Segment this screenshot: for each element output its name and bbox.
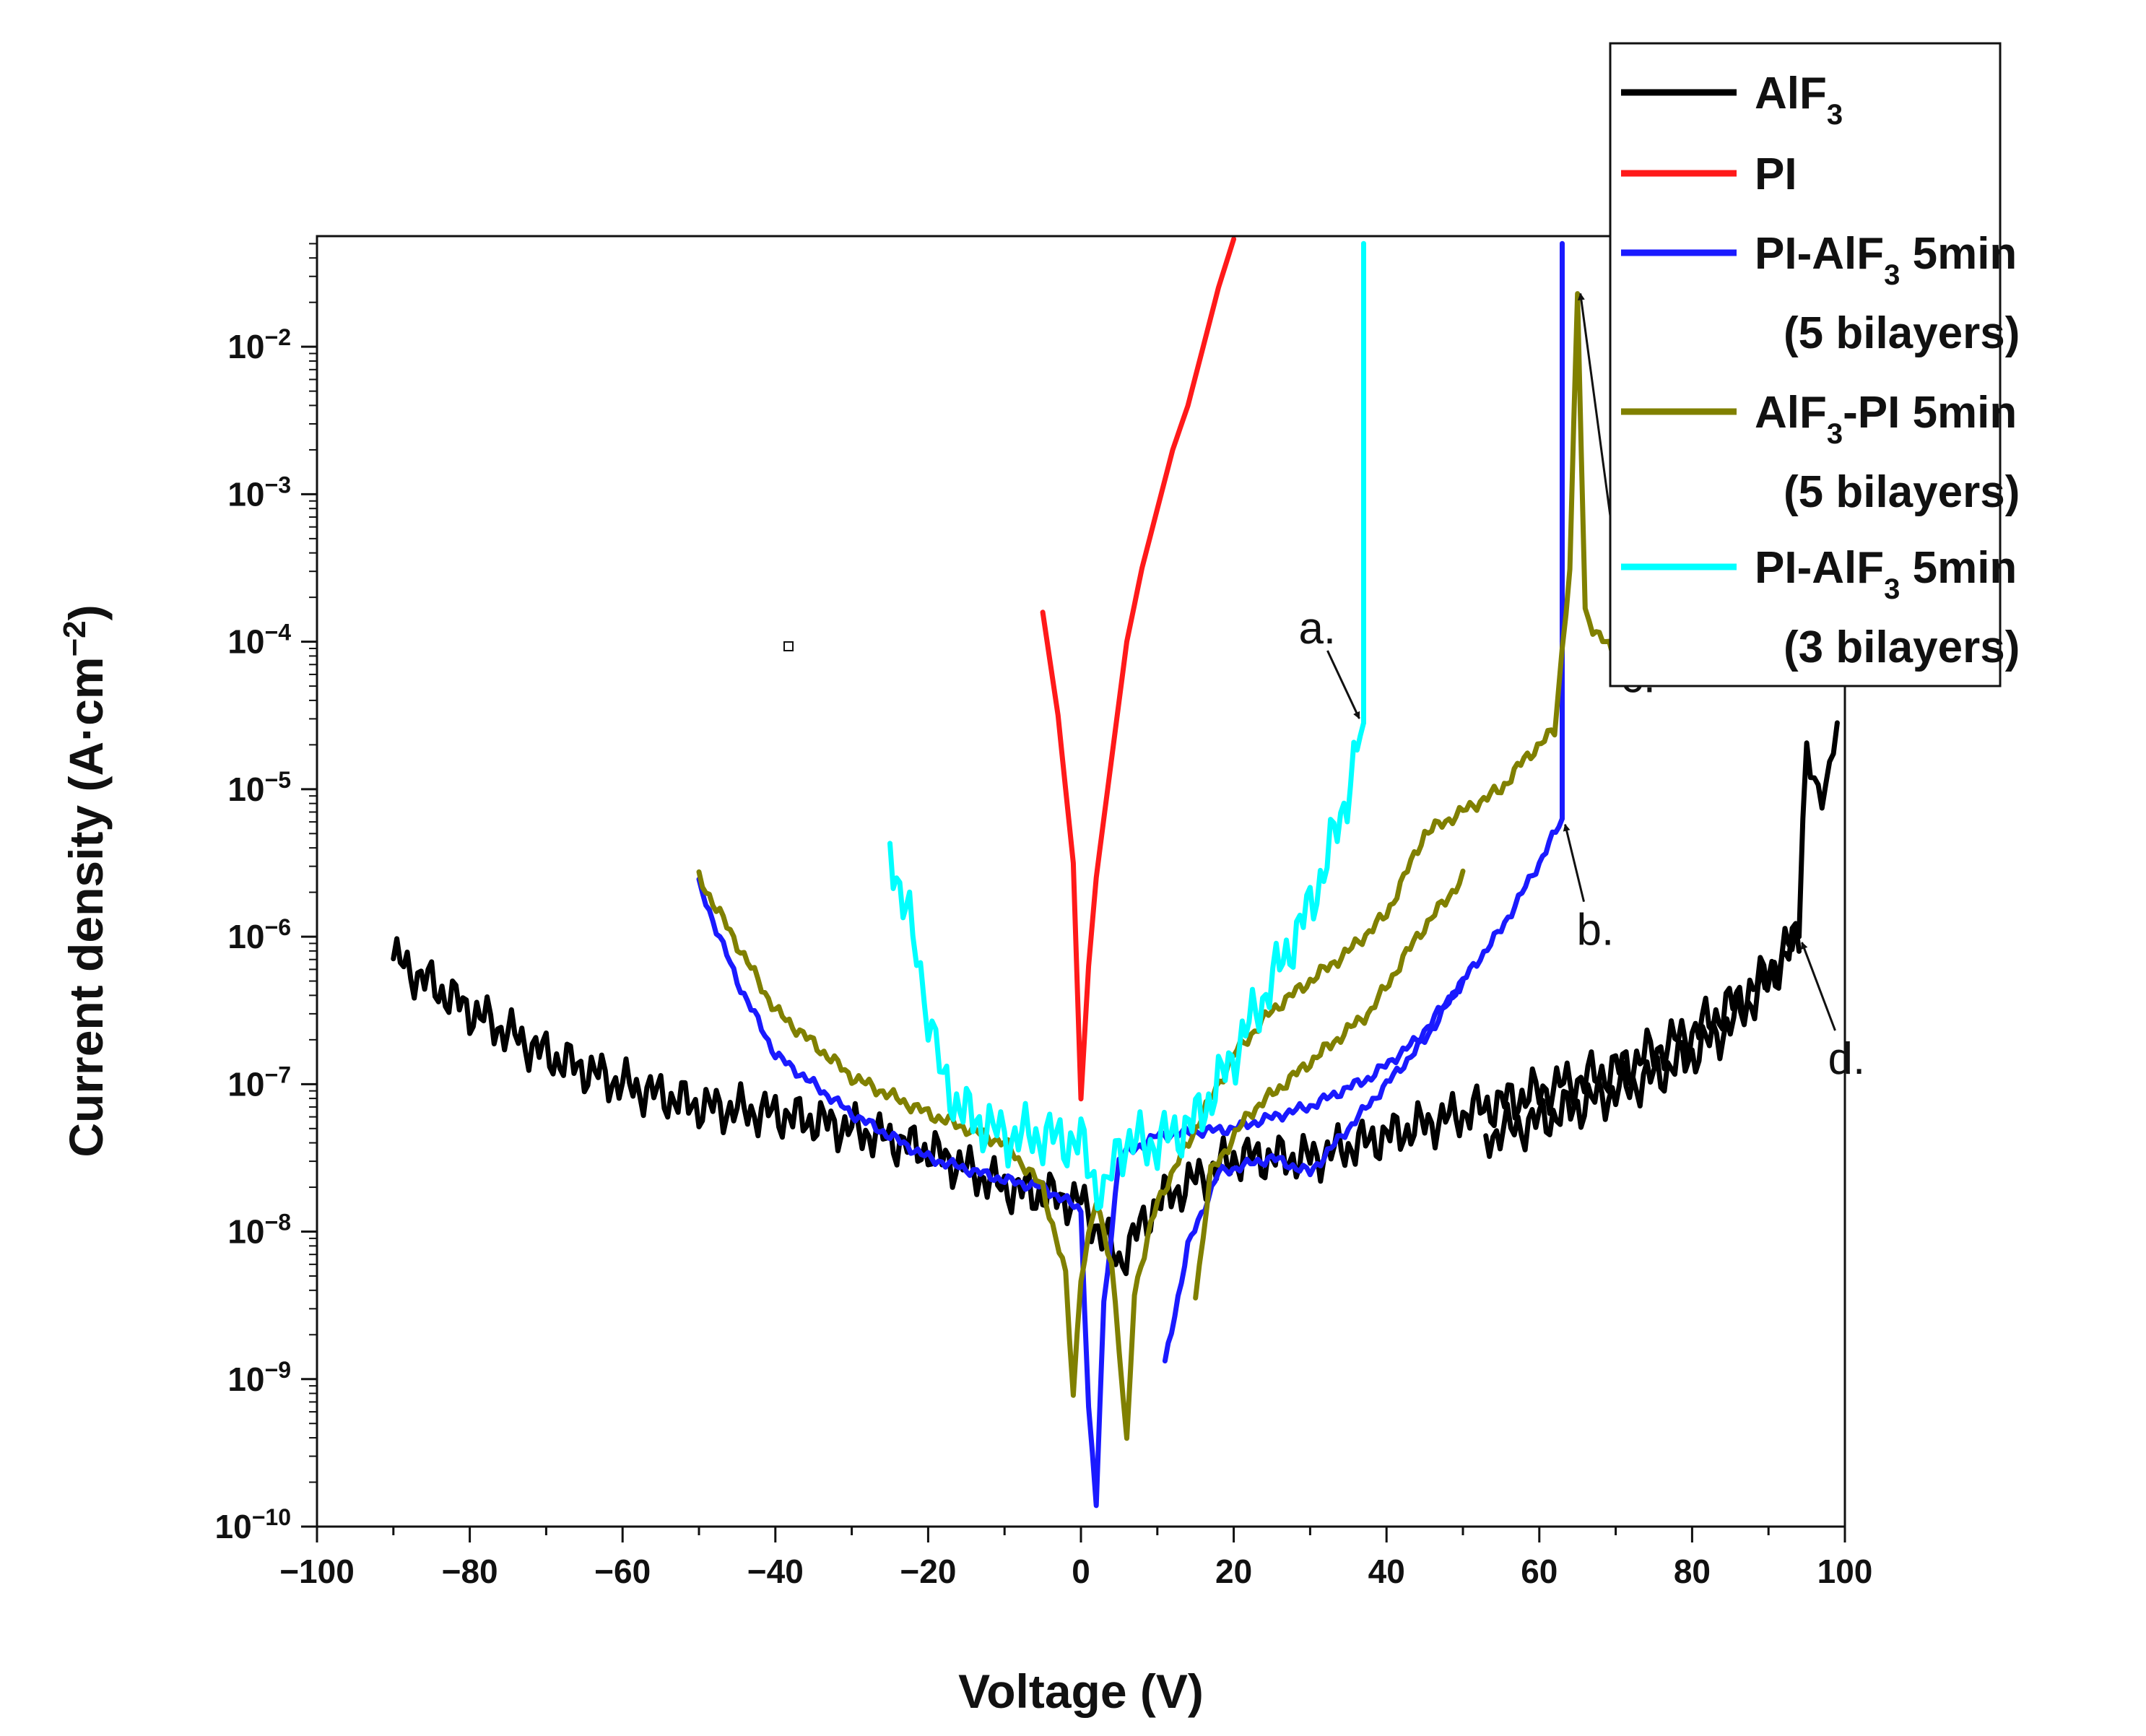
y-tick-exponent: −10 (252, 1504, 291, 1530)
x-tick-label: 20 (1215, 1553, 1252, 1590)
y-axis-title-base: Current density (A·cm (59, 657, 113, 1158)
series-line-alf3_pi_5 (1193, 868, 1466, 1301)
y-tick-base: 10 (227, 918, 264, 955)
y-tick-exponent: −2 (265, 324, 291, 350)
series-line-alf3_pi_5 (696, 291, 1619, 1441)
x-tick-label: 60 (1521, 1553, 1558, 1590)
x-tick-label: −40 (747, 1553, 804, 1590)
series-pi_alf3_5 (696, 240, 1565, 1509)
x-tick-label: 100 (1817, 1553, 1873, 1590)
y-tick-base: 10 (227, 771, 264, 808)
legend-item-alf3: AlF3 (1621, 69, 1843, 131)
legend-label-line2: (5 bilayers) (1784, 467, 2020, 517)
y-tick-base: 10 (227, 1213, 264, 1251)
y-axis-title: Current density (A·cm−2) (57, 604, 113, 1157)
annotation-b: b. (1563, 823, 1615, 955)
series-pi (1040, 236, 1237, 1102)
legend-label: PI-AlF3 5min (1755, 229, 2017, 291)
x-tick-label: −60 (594, 1553, 651, 1590)
legend-box (1609, 42, 2002, 687)
legend-label-main: PI-AlF (1755, 229, 1884, 279)
x-tick-label: 40 (1368, 1553, 1405, 1590)
legend-label-main: AlF (1755, 388, 1827, 438)
legend-label-line2: (5 bilayers) (1784, 308, 2020, 358)
legend-item-pi: PI (1621, 149, 1797, 199)
y-tick-base: 10 (227, 475, 264, 513)
y-tick-label: 10−6 (227, 914, 291, 955)
legend-label-rest: 5min (1900, 543, 2017, 593)
y-tick-label: 10−8 (227, 1210, 291, 1251)
y-axis-title-end: ) (59, 604, 113, 620)
series-line-alf3 (1483, 921, 1802, 1159)
series-line-pi_alf3_3 (887, 720, 1366, 1212)
y-tick-exponent: −3 (265, 472, 291, 498)
x-axis-title: Voltage (V) (958, 1665, 1204, 1718)
series-alf3 (391, 720, 1840, 1277)
y-tick-label: 10−10 (215, 1504, 291, 1545)
y-tick-label: 10−2 (227, 324, 291, 365)
x-tick-label: 80 (1674, 1553, 1711, 1590)
legend-label-main: PI (1755, 149, 1797, 199)
y-tick-exponent: −7 (265, 1062, 291, 1088)
y-tick-exponent: −9 (265, 1357, 291, 1383)
annotation-label: b. (1577, 906, 1615, 955)
y-tick-label: 10−7 (227, 1062, 291, 1103)
legend-label-sub: 3 (1884, 573, 1900, 605)
legend-item-alf3_pi_5: AlF3-PI 5min (5 bilayers) (1621, 388, 2020, 517)
y-tick-label: 10−5 (227, 767, 291, 808)
y-tick-base: 10 (227, 328, 264, 365)
annotation-arrow (1563, 823, 1585, 903)
y-tick-label: 10−9 (227, 1357, 291, 1398)
legend-label-main: AlF (1755, 69, 1827, 118)
series-pi_alf3_3 (887, 240, 1366, 1212)
annotation-label: a. (1298, 604, 1336, 654)
series-line-alf3 (1797, 720, 1840, 939)
legend-label-sub: 3 (1827, 418, 1843, 450)
y-axis-title-sup: −2 (57, 620, 92, 656)
y-tick-base: 10 (227, 1065, 264, 1103)
legend-label: AlF3-PI 5min (1755, 388, 2017, 450)
y-tick-label: 10−4 (227, 620, 291, 661)
legend-item-pi_alf3_3: PI-AlF3 5min (3 bilayers) (1621, 543, 2020, 672)
series-line-alf3 (391, 924, 1802, 1277)
y-tick-exponent: −4 (265, 620, 292, 646)
y-tick-base: 10 (215, 1508, 252, 1545)
x-tick-label: 0 (1072, 1553, 1090, 1590)
x-axis: −100 −80 −60 −40 −20 0 20 40 60 80 100 (279, 1527, 1872, 1590)
y-tick-label: 10−3 (227, 472, 291, 513)
series-line-pi (1040, 236, 1237, 1102)
legend-label-sub: 3 (1827, 99, 1843, 131)
stray-marker (783, 641, 794, 651)
y-tick-exponent: −6 (265, 914, 291, 940)
series-line-pi_alf3_5 (1162, 978, 1466, 1364)
legend-label-sub: 3 (1884, 259, 1900, 291)
annotation-arrow (1801, 942, 1836, 1031)
x-tick-label: −80 (442, 1553, 498, 1590)
legend-label-line2: (3 bilayers) (1784, 622, 2020, 672)
series-alf3_pi_5 (696, 291, 1619, 1441)
annotation-arrow (1326, 650, 1360, 719)
y-tick-base: 10 (227, 623, 264, 661)
annotation-a: a. (1298, 604, 1360, 719)
x-tick-label: −20 (900, 1553, 956, 1590)
data-series-group (391, 236, 1840, 1509)
legend-item-pi_alf3_5: PI-AlF3 5min (5 bilayers) (1621, 229, 2020, 358)
y-tick-base: 10 (227, 1360, 264, 1398)
legend-label: AlF3 (1755, 69, 1843, 131)
legend-label-main: PI-AlF (1755, 543, 1884, 593)
y-tick-exponent: −8 (265, 1210, 291, 1236)
legend-label: PI-AlF3 5min (1755, 543, 2017, 605)
legend-label-rest: 5min (1900, 229, 2017, 279)
legend-label: PI (1755, 149, 1797, 199)
x-tick-label: −100 (279, 1553, 355, 1590)
y-tick-exponent: −5 (265, 767, 291, 793)
annotation-label: d. (1828, 1034, 1866, 1084)
legend-label-rest: -PI 5min (1843, 388, 2017, 438)
annotation-d: d. (1801, 942, 1866, 1084)
